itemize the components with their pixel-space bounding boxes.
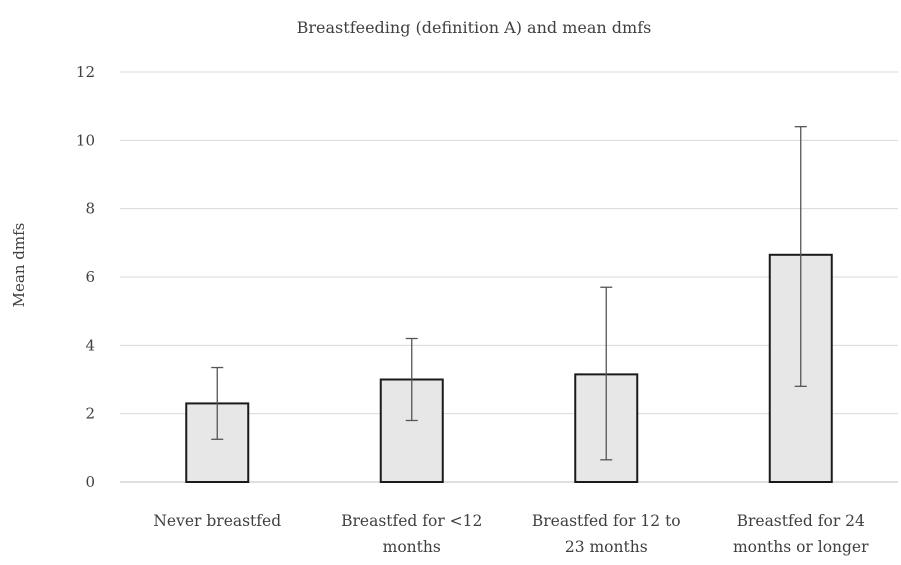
bars [185, 253, 833, 483]
error-bar-4 [794, 126, 807, 387]
y-tick-label-12: 12 [76, 63, 95, 81]
y-tick-label-8: 8 [85, 200, 95, 218]
x-category-label-3: 23 months [565, 538, 648, 556]
y-tick-label-10: 10 [76, 131, 95, 149]
y-tick-label-6: 6 [85, 268, 95, 286]
y-tick-label-4: 4 [85, 336, 95, 354]
error-bars [211, 126, 807, 461]
error-bar-1 [211, 366, 224, 440]
y-axis-title: Mean dmfs [10, 223, 28, 308]
x-category-label-4: Breastfed for 24 [737, 512, 865, 530]
x-category-label-3: Breastfed for 12 to [532, 512, 681, 530]
y-tick-label-0: 0 [85, 473, 95, 491]
x-category-label-2: Breastfed for <12 [341, 512, 482, 530]
x-category-label-4: months or longer [733, 538, 869, 556]
error-bar-2 [405, 337, 418, 422]
x-axis-labels: Never breastfed Breastfed for <12 months Br… [153, 512, 869, 556]
chart-title: Breastfeeding (definition A) and mean dm… [297, 18, 652, 37]
gridlines [120, 71, 898, 483]
x-category-label-1: Never breastfed [153, 512, 281, 530]
y-axis-ticks: 0 2 4 6 8 10 12 [76, 63, 95, 491]
error-bar-3 [600, 286, 613, 461]
x-category-label-2: months [383, 538, 441, 556]
y-tick-label-2: 2 [85, 405, 95, 423]
